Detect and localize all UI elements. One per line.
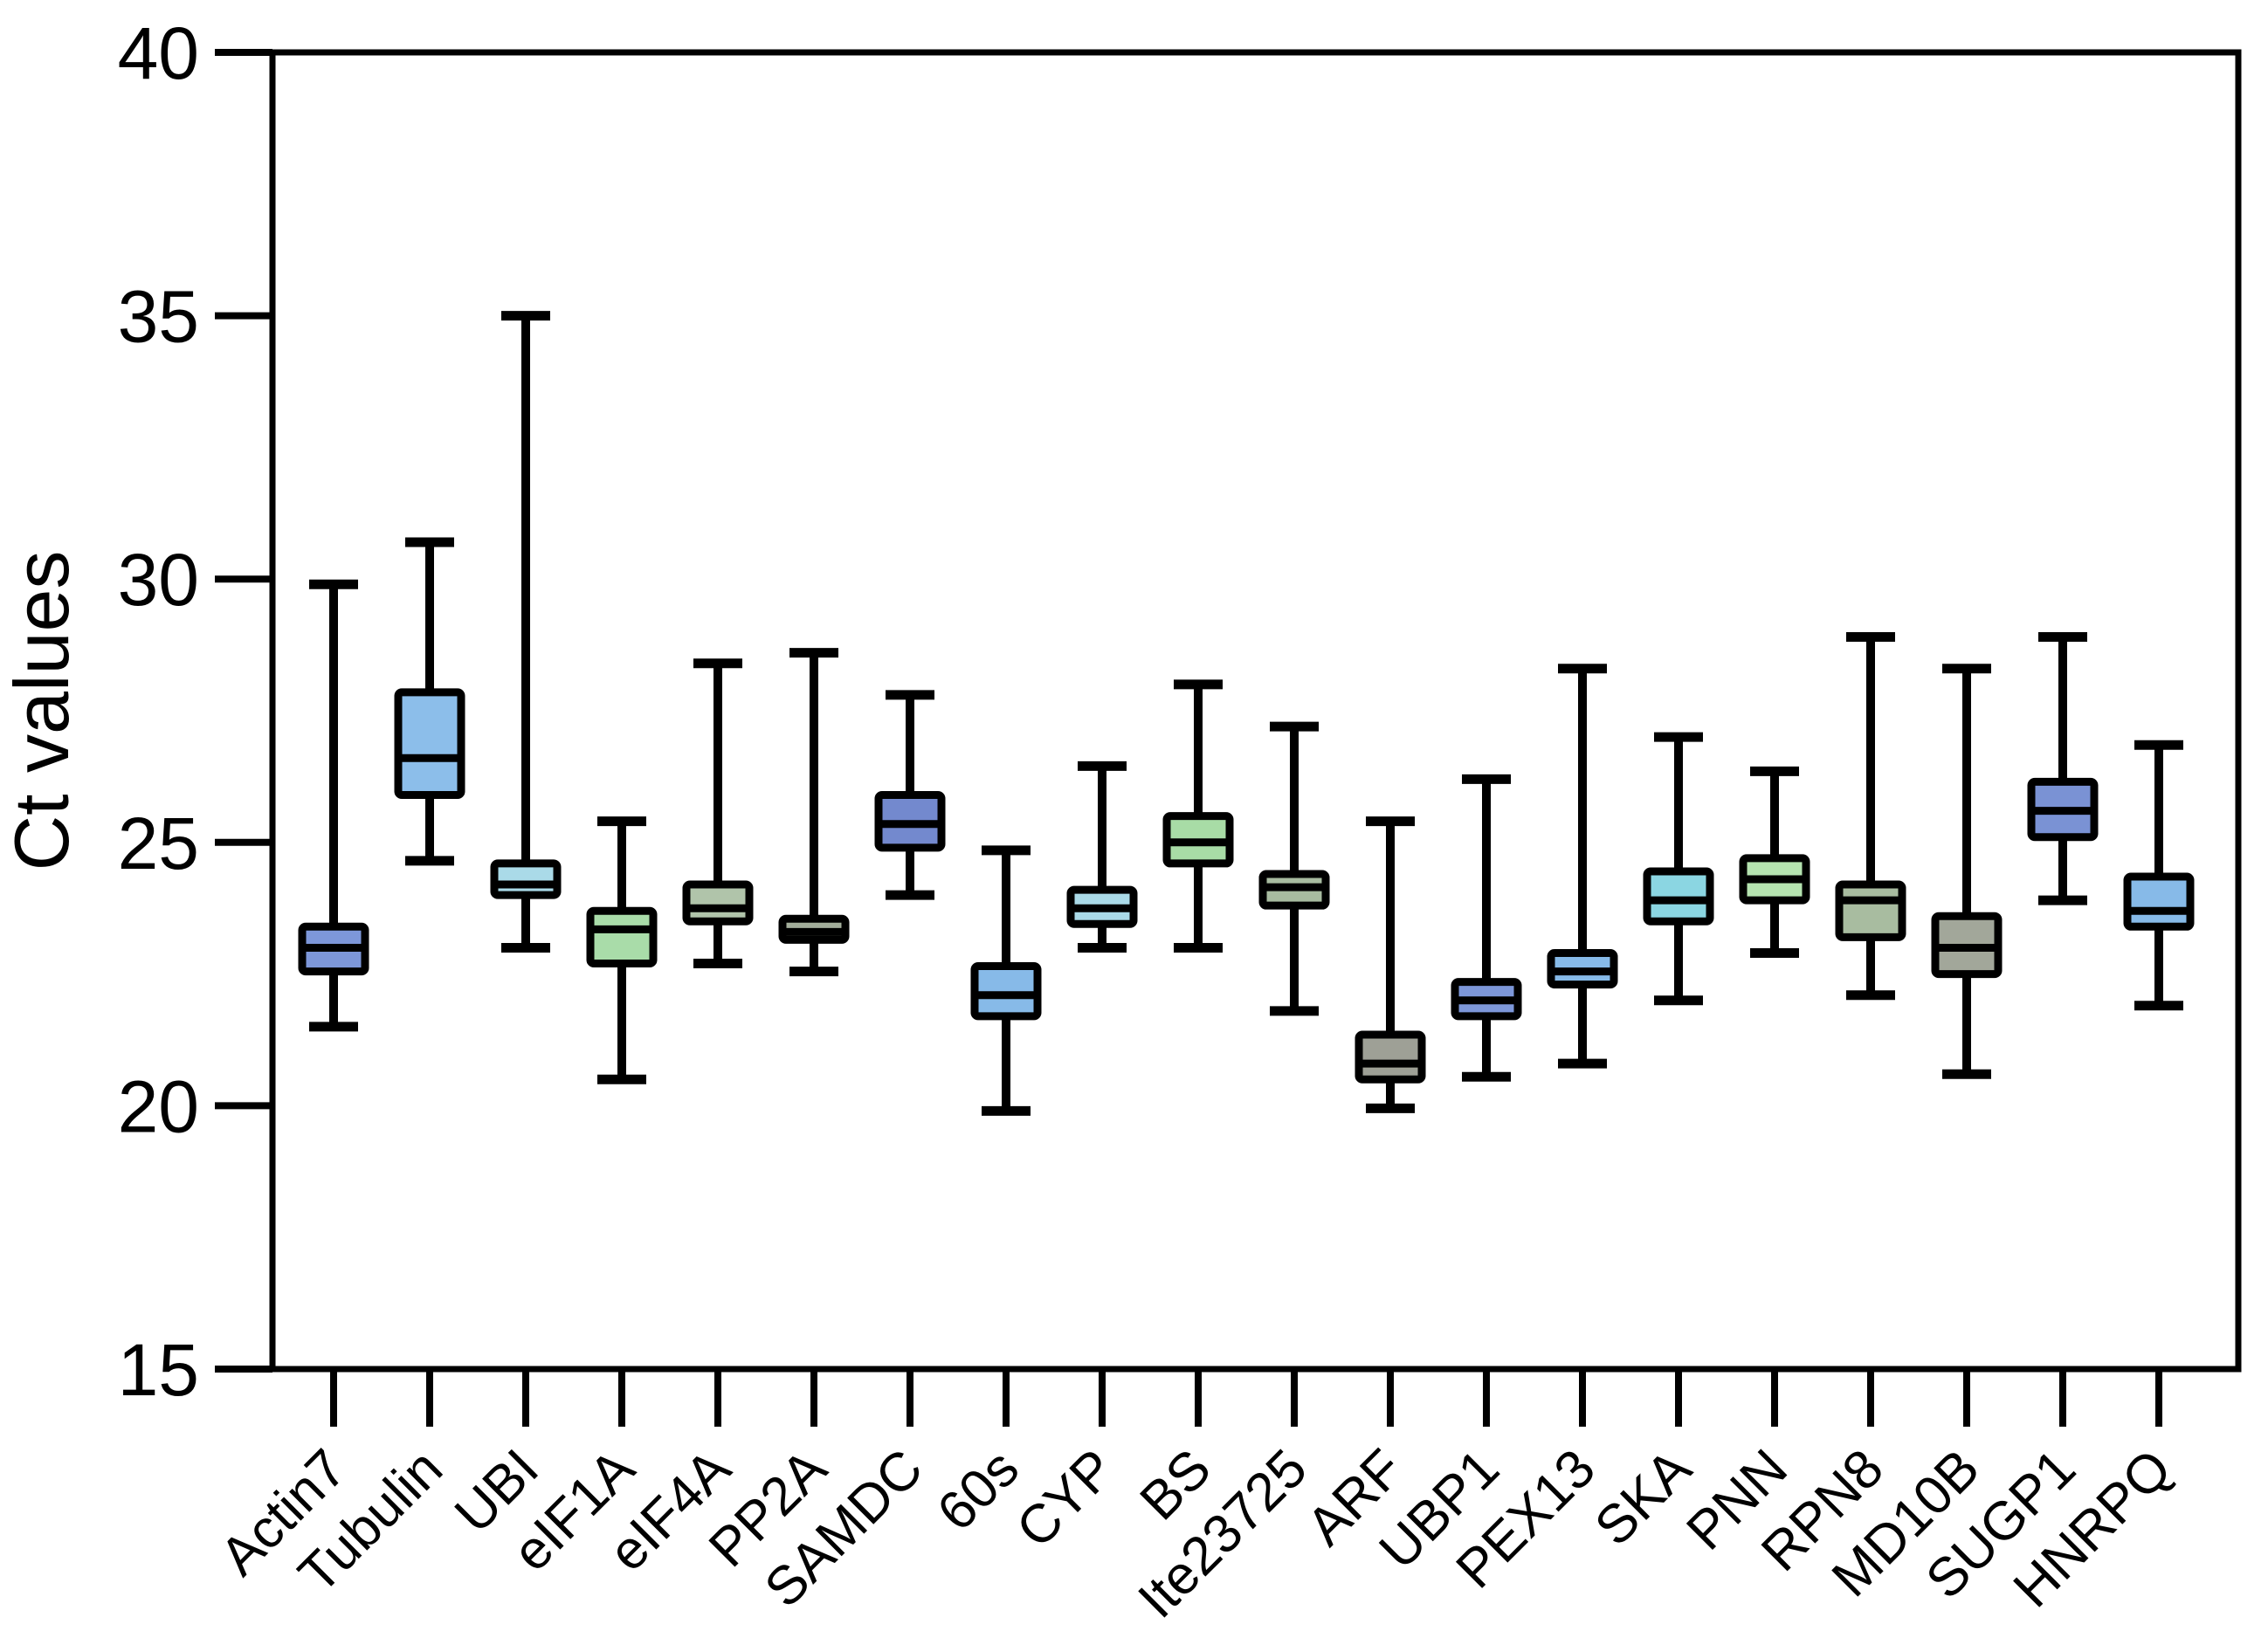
box-60s [970, 845, 1042, 1116]
box-PP2A [778, 648, 850, 977]
box-BS [1162, 679, 1234, 953]
y-tick-label-35: 35 [118, 276, 199, 358]
box-PNN [1739, 766, 1810, 958]
box-SKA [1643, 732, 1714, 1006]
box-MD10B [1931, 664, 2003, 1079]
y-tick-label-15: 15 [118, 1329, 199, 1411]
box-eIF4A [682, 658, 754, 969]
box-Ite23725 [1258, 721, 1330, 1016]
x-tick-label-CYP: CYP [1005, 1438, 1127, 1559]
box-rect [970, 962, 1042, 1021]
box-SAMDC [874, 690, 946, 900]
y-tick-label-20: 20 [118, 1065, 199, 1147]
plot-frame [269, 49, 2242, 1373]
box-HNRPQ [2123, 740, 2195, 1011]
plot-area: 152025303540Actin7TubulinUBIeIF1AeIF4APP… [118, 12, 2242, 1630]
box-rect [586, 906, 658, 968]
box-RPN8 [1835, 632, 1906, 1001]
box-rect [490, 859, 562, 899]
box-rect [682, 880, 754, 926]
box-SUGP1 [2027, 632, 2099, 905]
y-axis-title: Ct values [0, 551, 85, 871]
y-tick-label-40: 40 [118, 12, 199, 94]
box-PEX13 [1547, 664, 1618, 1069]
y-tick-label-30: 30 [118, 539, 199, 621]
y-tick-label-25: 25 [118, 802, 199, 884]
box-eIF1A [586, 816, 658, 1084]
box-ARF [1355, 816, 1426, 1113]
box-CYP [1066, 760, 1138, 953]
box-rect [1835, 880, 1906, 941]
box-rect [1643, 867, 1714, 926]
box-Actin7 [298, 579, 369, 1032]
box-rect [394, 688, 465, 800]
x-tick-label-SKA: SKA [1583, 1438, 1703, 1558]
box-UBP1 [1451, 774, 1522, 1082]
box-UBI [490, 311, 562, 953]
box-rect [2123, 872, 2195, 931]
box-Tubulin [394, 537, 465, 866]
box-rect [1355, 1030, 1426, 1084]
